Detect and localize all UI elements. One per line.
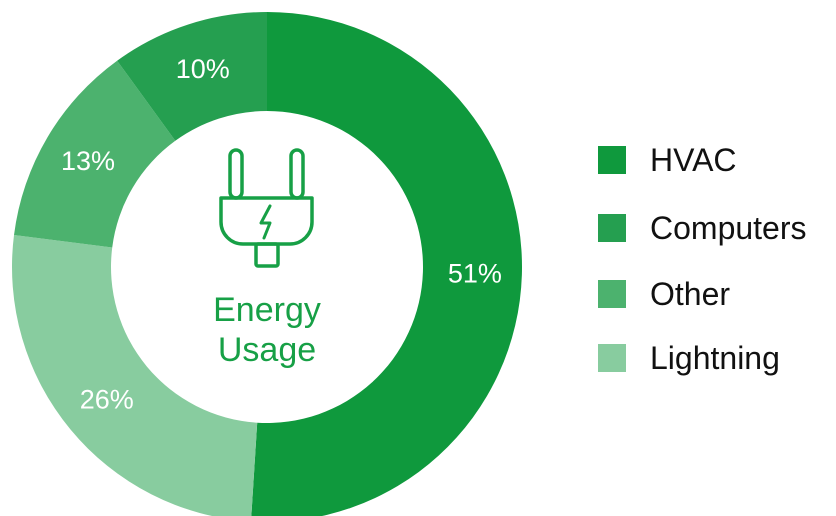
legend-swatch-hvac [598, 146, 626, 174]
slice-label-computers: 13% [61, 146, 115, 176]
legend-swatch-computers [598, 214, 626, 242]
legend-item-other: Other [598, 274, 836, 314]
legend-item-lightning: Lightning [598, 338, 836, 378]
slice-label-lightning: 26% [80, 385, 134, 415]
slice-label-other: 10% [176, 54, 230, 84]
donut-slices [12, 11, 522, 516]
legend-item-computers: Computers [598, 208, 836, 248]
donut-slice-other [117, 11, 267, 141]
legend-label-hvac: HVAC [650, 142, 737, 178]
donut-value-labels: 51% 26% 13% 10% [61, 54, 502, 414]
legend-swatch-other [598, 280, 626, 308]
legend-label-lightning: Lightning [650, 340, 780, 376]
legend-item-hvac: HVAC [598, 140, 836, 180]
legend-swatch-lightning [598, 344, 626, 372]
center-title-line-1: Energy [213, 291, 321, 329]
legend-label-computers: Computers [650, 210, 807, 246]
donut-slice-lightning [12, 235, 258, 516]
slice-label-hvac: 51% [448, 259, 502, 289]
donut-slice-computers [14, 60, 176, 248]
legend-label-other: Other [650, 276, 731, 312]
donut-slice-hvac [251, 12, 522, 516]
center-title-line-2: Usage [217, 331, 317, 369]
plug-icon [219, 148, 314, 268]
center-title: Energy Usage [167, 290, 367, 370]
